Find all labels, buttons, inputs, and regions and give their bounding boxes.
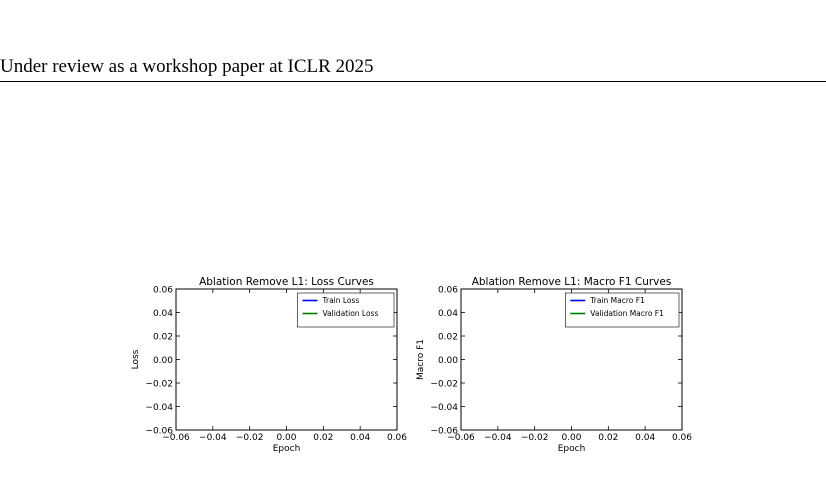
- legend-label: Validation Macro F1: [590, 309, 664, 318]
- x-tick-label: 0.04: [635, 433, 655, 443]
- x-tick-label: 0.06: [387, 433, 407, 443]
- y-tick-label: −0.04: [145, 403, 173, 413]
- y-axis-label: Macro F1: [416, 339, 426, 380]
- y-tick-label: 0.02: [153, 333, 173, 343]
- x-axis-label: Epoch: [273, 444, 301, 454]
- x-axis-label: Epoch: [558, 444, 586, 454]
- x-tick-label: −0.06: [447, 433, 475, 443]
- y-tick-label: 0.04: [438, 309, 458, 319]
- x-tick-label: 0.06: [672, 433, 692, 443]
- legend-label: Validation Loss: [323, 309, 379, 318]
- y-tick-label: −0.02: [430, 380, 458, 390]
- y-tick-label: −0.06: [430, 427, 458, 437]
- y-tick-label: 0.00: [438, 356, 458, 366]
- x-tick-label: −0.06: [162, 433, 190, 443]
- y-tick-label: 0.06: [438, 286, 458, 296]
- x-tick-label: −0.02: [236, 433, 264, 443]
- y-axis-label: Loss: [131, 349, 141, 369]
- y-tick-label: 0.00: [153, 356, 173, 366]
- x-tick-label: 0.02: [598, 433, 618, 443]
- y-tick-label: −0.06: [145, 427, 173, 437]
- y-tick-label: 0.02: [438, 333, 458, 343]
- x-tick-label: 0.00: [561, 433, 581, 443]
- legend-box: [564, 292, 680, 328]
- chart-title: Ablation Remove L1: Macro F1 Curves: [472, 276, 672, 288]
- y-tick-label: −0.04: [430, 403, 458, 413]
- x-tick-label: 0.04: [350, 433, 370, 443]
- x-tick-label: −0.04: [484, 433, 512, 443]
- x-tick-label: −0.04: [199, 433, 227, 443]
- x-tick-label: 0.00: [276, 433, 296, 443]
- running-header: Under review as a workshop paper at ICLR…: [0, 56, 374, 77]
- chart-title: Ablation Remove L1: Loss Curves: [199, 276, 374, 288]
- y-tick-label: 0.06: [153, 286, 173, 296]
- legend-label: Train Loss: [322, 296, 360, 305]
- x-tick-label: 0.02: [313, 433, 333, 443]
- y-tick-label: 0.04: [153, 309, 173, 319]
- y-tick-label: −0.02: [145, 380, 173, 390]
- x-tick-label: −0.02: [521, 433, 549, 443]
- legend-box: [297, 292, 395, 328]
- header-rule: [0, 81, 826, 82]
- legend-label: Train Macro F1: [589, 296, 645, 305]
